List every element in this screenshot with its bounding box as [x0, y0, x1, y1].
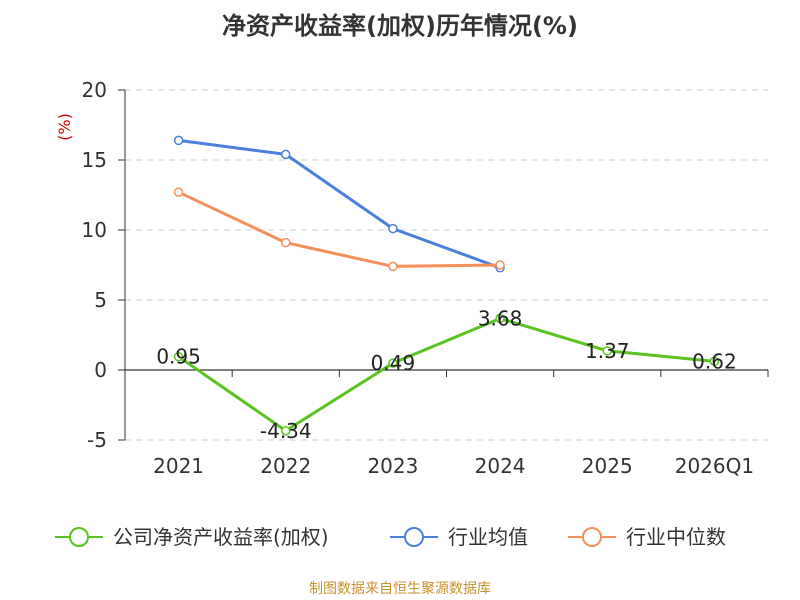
y-tick-label: -5 [87, 428, 107, 452]
legend-item: 行业中位数 [568, 525, 726, 549]
data-point [281, 237, 291, 248]
y-tick-label: 5 [94, 288, 107, 312]
legend-swatch-marker [582, 527, 602, 547]
legend: 公司净资产收益率(加权) 行业均值 行业中位数 [55, 525, 726, 549]
series-line [178, 138, 501, 270]
x-tick-label: 2022 [260, 454, 311, 478]
series-line [177, 190, 501, 268]
x-tick-label: 2023 [367, 454, 418, 478]
y-axis-label: (%) [55, 113, 74, 141]
data-label: 0.49 [371, 351, 416, 375]
data-point [173, 351, 184, 362]
x-tick-label: 2024 [475, 454, 526, 478]
data-label: 1.37 [585, 339, 630, 363]
data-label: 3.68 [478, 306, 523, 330]
data-point [281, 149, 291, 160]
series-lines [173, 135, 720, 436]
data-label: 0.95 [156, 345, 201, 369]
x-tick-label: 2025 [582, 454, 633, 478]
x-tick-label: 2021 [153, 454, 204, 478]
data-point [602, 346, 612, 356]
legend-label: 行业中位数 [626, 525, 726, 549]
legend-item: 行业均值 [390, 525, 528, 549]
legend-swatch-marker [69, 527, 89, 547]
y-tick-label: 15 [82, 148, 107, 172]
legend-item: 公司净资产收益率(加权) [55, 525, 329, 549]
axes: 20 15 10 5 0 -5 2021 2022 2023 2024 2025 2026Q1 (%) [55, 78, 769, 478]
source-note: 制图数据来自恒生聚源数据库 [309, 581, 491, 597]
legend-label: 行业均值 [448, 525, 528, 549]
y-tick-label: 20 [82, 78, 107, 102]
legend-swatch-marker [404, 527, 424, 547]
chart-title: 净资产收益率(加权)历年情况(%) [222, 12, 578, 40]
y-tick-label: 0 [94, 358, 107, 382]
x-tick-label: 2026Q1 [675, 454, 754, 478]
data-point [388, 261, 398, 272]
data-label: -4.34 [260, 419, 312, 443]
series-line [177, 316, 715, 433]
data-point [709, 356, 720, 367]
data-label: 0.62 [692, 349, 737, 373]
data-point [388, 358, 398, 368]
data-point [281, 426, 291, 436]
data-point [495, 313, 505, 324]
grid-lines [125, 89, 768, 441]
legend-label: 公司净资产收益率(加权) [113, 525, 329, 549]
data-point [173, 187, 184, 197]
data-point [173, 135, 184, 146]
data-labels: 0.95 -4.34 0.49 3.68 1.37 0.62 [156, 306, 736, 442]
data-point [495, 260, 505, 270]
y-tick-label: 10 [82, 218, 107, 242]
data-point [388, 223, 398, 234]
